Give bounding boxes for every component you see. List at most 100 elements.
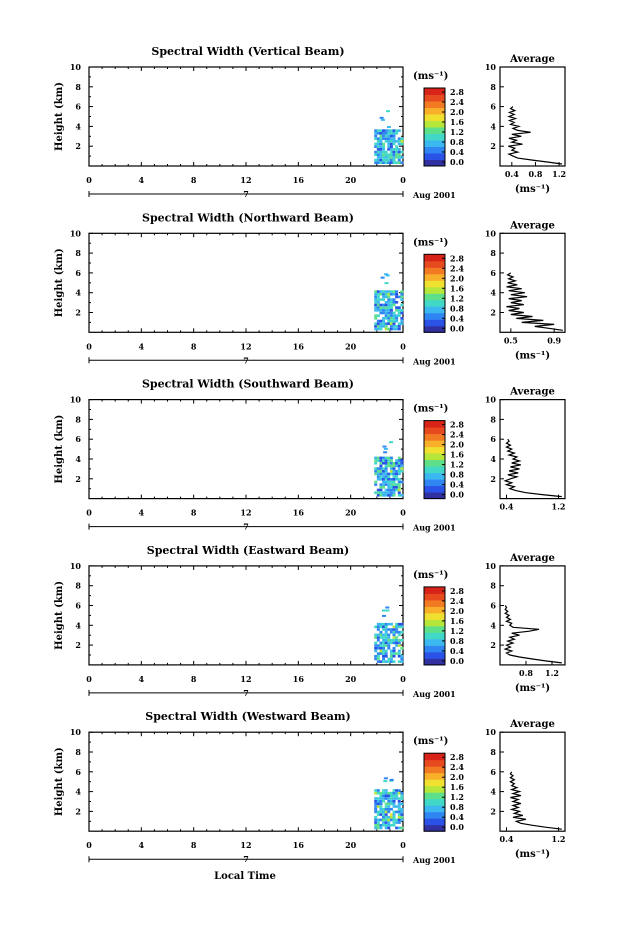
heat-cell xyxy=(395,153,399,157)
colorbar-segment xyxy=(424,433,445,441)
heat-cell xyxy=(376,472,380,476)
colorbar-segment xyxy=(424,586,445,594)
heat-cell xyxy=(384,494,388,497)
x-tick-label: 0 xyxy=(400,674,406,684)
heat-cell xyxy=(374,633,378,637)
colorbar-segment xyxy=(424,753,445,761)
heat-cell xyxy=(374,483,378,486)
heat-cell xyxy=(397,311,401,315)
heat-cell xyxy=(395,477,399,481)
heat-cell xyxy=(379,475,383,478)
colorbar-segment xyxy=(424,280,445,288)
heat-cell xyxy=(397,791,401,795)
x-tick-label: 20 xyxy=(345,840,357,850)
plot-frame xyxy=(88,399,404,500)
heat-cell xyxy=(384,129,388,132)
heat-cell xyxy=(384,459,388,462)
heat-cell xyxy=(392,300,396,304)
heat-cell xyxy=(376,797,380,800)
heat-cell xyxy=(384,475,388,478)
heat-cell xyxy=(395,826,399,830)
heat-cell xyxy=(382,813,386,816)
heat-cell xyxy=(379,134,383,138)
colorbar-segment xyxy=(424,811,445,819)
heat-cell xyxy=(376,292,380,296)
heat-cell xyxy=(382,156,386,159)
heat-cell xyxy=(389,298,393,301)
colorbar-segment xyxy=(424,638,445,646)
y-tick-label: 6 xyxy=(75,601,81,611)
heat-cell xyxy=(384,456,388,460)
heat-cell xyxy=(395,309,399,312)
heat-cell xyxy=(376,161,380,165)
heat-cell xyxy=(379,641,383,645)
colorbar-segment xyxy=(424,459,445,467)
average-y-tick-label: 10 xyxy=(485,395,497,405)
heat-cell xyxy=(384,652,388,655)
average-frame xyxy=(499,399,566,500)
x-tick-label: 4 xyxy=(139,341,145,351)
heat-cell xyxy=(389,314,393,317)
heat-cell xyxy=(387,818,391,822)
average-profile-line xyxy=(506,272,563,331)
heat-cell xyxy=(387,309,391,312)
heat-cell xyxy=(389,153,393,157)
heat-cell xyxy=(389,654,393,658)
date-label: Aug 2001 xyxy=(412,855,456,865)
heat-cell xyxy=(395,132,399,135)
heat-cell xyxy=(392,480,396,484)
heat-cell xyxy=(389,652,393,655)
colorbar-segment xyxy=(424,319,445,327)
heat-cell xyxy=(387,132,391,135)
heat-cell xyxy=(397,494,401,497)
heat-cell xyxy=(400,309,404,312)
heat-cell xyxy=(384,161,388,165)
heat-cell xyxy=(400,813,404,816)
heat-cell xyxy=(387,300,391,304)
heat-cell xyxy=(395,292,399,296)
x-tick-label: 8 xyxy=(191,341,197,351)
heat-cell xyxy=(376,477,380,481)
heat-cell xyxy=(400,797,404,800)
heat-cell xyxy=(392,791,396,795)
heat-cell xyxy=(379,145,383,148)
heat-cell xyxy=(389,467,393,470)
heat-cell xyxy=(374,153,378,157)
plot-frame xyxy=(88,731,404,832)
colorbar-segment xyxy=(424,779,445,787)
heat-cell xyxy=(384,644,388,647)
heat-cell xyxy=(384,491,388,494)
heat-cell xyxy=(387,660,391,663)
date-label: Aug 2001 xyxy=(412,356,456,366)
colorbar-tick-label: 0.8 xyxy=(450,470,464,480)
heat-cell xyxy=(374,145,378,148)
heat-cell xyxy=(379,483,383,486)
heat-cell xyxy=(384,805,388,808)
heat-cell xyxy=(387,477,391,481)
heat-cell xyxy=(397,649,401,653)
heat-cell xyxy=(387,823,391,827)
heat-cell xyxy=(400,660,404,663)
colorbar-tick-label: 0.4 xyxy=(450,812,464,822)
colorbar-tick-label: 1.2 xyxy=(450,293,464,303)
heat-cell xyxy=(380,118,385,121)
heat-cell xyxy=(389,778,394,781)
heat-cell xyxy=(387,134,391,138)
heat-cell xyxy=(374,322,378,325)
x-tick-label: 20 xyxy=(345,674,357,684)
colorbar-unit: (ms⁻¹) xyxy=(413,71,448,82)
heat-cell xyxy=(384,325,388,328)
heat-cell xyxy=(397,158,401,162)
heat-cell xyxy=(379,322,383,325)
colorbar-frame xyxy=(423,87,446,167)
y-tick-label: 2 xyxy=(75,474,81,484)
heat-cell xyxy=(389,456,393,460)
colorbar-segment xyxy=(424,293,445,301)
heat-cell xyxy=(382,150,386,154)
heat-cell xyxy=(384,472,388,476)
heat-cell xyxy=(387,644,391,647)
heat-cell xyxy=(384,823,388,827)
heat-cell xyxy=(397,644,401,647)
heat-cell xyxy=(382,325,386,328)
heat-cell xyxy=(389,309,393,312)
